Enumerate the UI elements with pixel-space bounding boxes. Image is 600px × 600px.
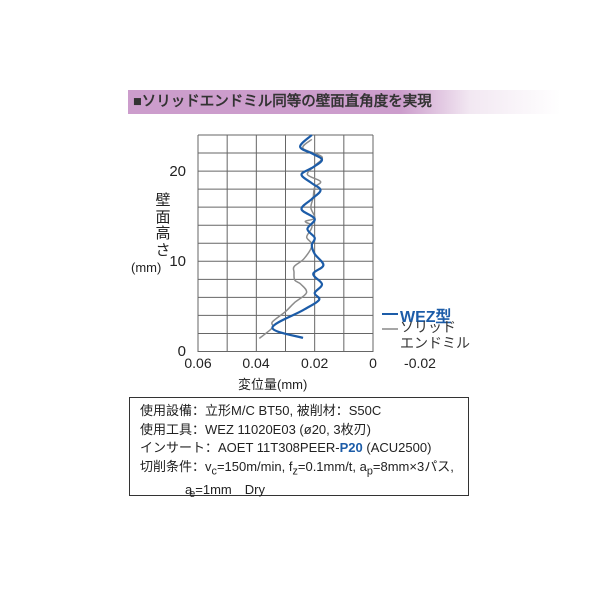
svg-text:0.02: 0.02 <box>301 355 328 371</box>
svg-text:0.04: 0.04 <box>242 355 269 371</box>
svg-text:20: 20 <box>169 163 186 180</box>
svg-text:-0.02: -0.02 <box>404 355 436 371</box>
svg-text:0.06: 0.06 <box>184 355 211 371</box>
svg-text:0: 0 <box>369 355 377 371</box>
